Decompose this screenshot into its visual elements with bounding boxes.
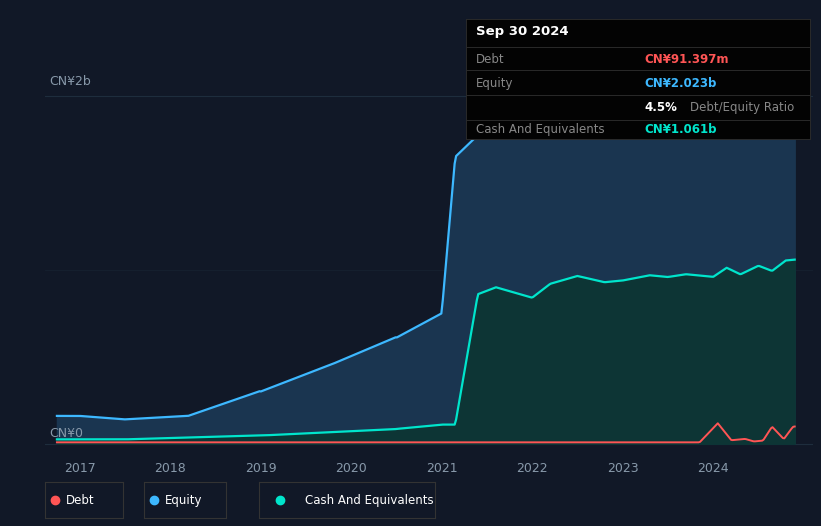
Text: Equity: Equity <box>476 76 513 89</box>
Text: CN¥1.061b: CN¥1.061b <box>644 123 718 136</box>
Text: Debt: Debt <box>476 53 504 66</box>
Text: CN¥2b: CN¥2b <box>49 75 91 88</box>
Text: Equity: Equity <box>165 494 203 507</box>
Text: Sep 30 2024: Sep 30 2024 <box>476 25 568 38</box>
Text: Debt: Debt <box>66 494 94 507</box>
Text: Cash And Equivalents: Cash And Equivalents <box>305 494 433 507</box>
Text: Cash And Equivalents: Cash And Equivalents <box>476 123 604 136</box>
Text: Debt/Equity Ratio: Debt/Equity Ratio <box>690 100 794 114</box>
Text: CN¥0: CN¥0 <box>49 427 83 440</box>
Text: CN¥91.397m: CN¥91.397m <box>644 53 729 66</box>
Text: CN¥2.023b: CN¥2.023b <box>644 76 718 89</box>
Text: 4.5%: 4.5% <box>644 100 677 114</box>
